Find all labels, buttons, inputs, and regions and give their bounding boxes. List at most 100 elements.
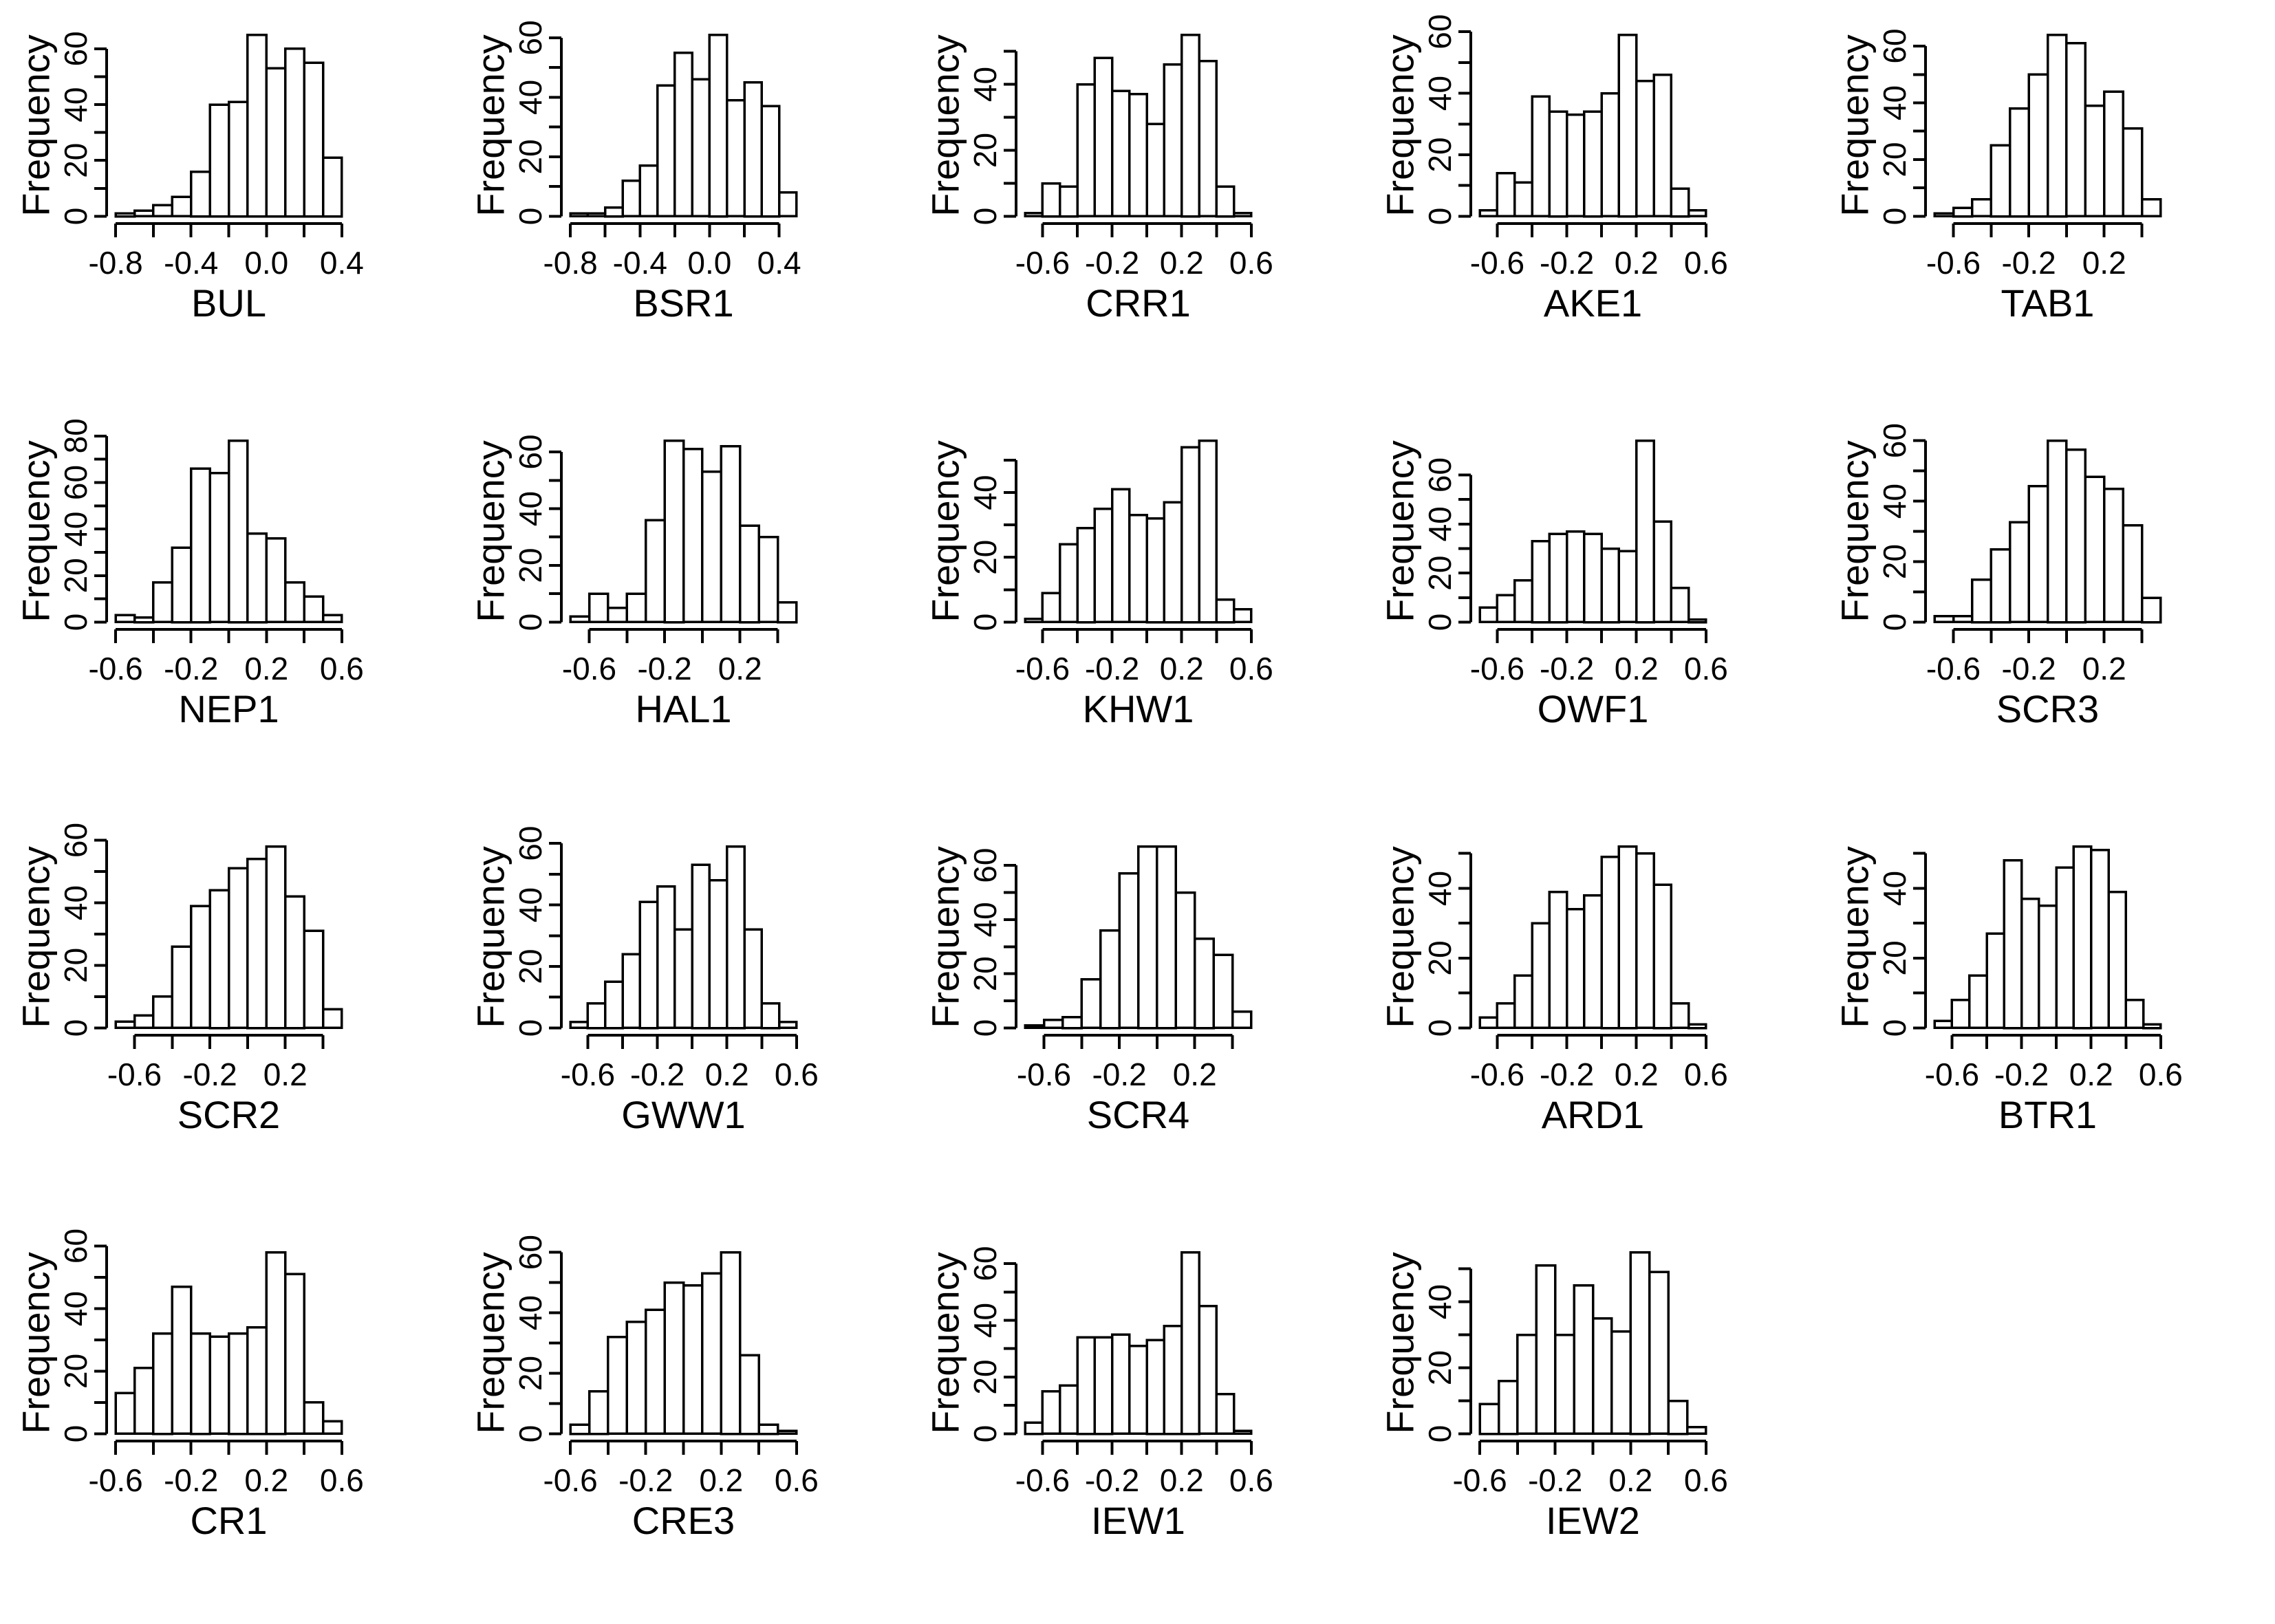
histogram-bar	[1600, 547, 1621, 624]
histogram-bar	[725, 845, 746, 1030]
x-tick-label: -0.2	[164, 651, 218, 686]
y-tick-label: 40	[1422, 1284, 1458, 1319]
y-axis-title: Frequency	[1379, 1252, 1422, 1434]
histogram-bar	[1145, 122, 1166, 218]
x-tick-label: 0.6	[2139, 1057, 2183, 1092]
y-tick-label: 20	[58, 143, 94, 178]
histogram-bar	[1583, 894, 1603, 1030]
histogram-bar	[171, 945, 193, 1030]
histogram-panel-SCR2: 0 20 40 60 -0.6 -0.2 0.2 Frequency SCR2	[0, 812, 455, 1217]
histogram-bar	[1648, 1270, 1670, 1436]
y-tick-label: 80	[58, 418, 94, 453]
x-tick-label: 0.0	[687, 245, 731, 281]
histogram-bar	[1670, 187, 1690, 218]
histogram-bar	[625, 592, 647, 624]
y-tick-label: 40	[513, 80, 548, 115]
x-tick-label: -0.2	[637, 651, 691, 686]
histogram-bar	[673, 51, 693, 218]
histogram-panel-AKE1: 0 20 40 60 -0.6 -0.2 0.2 0.6 Frequency AKE1	[1364, 0, 1819, 406]
histogram-bar	[171, 195, 193, 218]
y-tick-label: 60	[1877, 28, 1912, 63]
histogram-bar	[1513, 579, 1533, 624]
y-axis-title: Frequency	[14, 846, 58, 1028]
histogram-bar	[586, 212, 607, 218]
histogram-panel-SCR3: 0 20 40 60 -0.6 -0.2 0.2 Frequency SCR3	[1819, 406, 2274, 812]
histogram-bar	[1041, 182, 1061, 218]
histogram-bar	[208, 103, 230, 218]
histogram-bar	[1180, 446, 1200, 624]
histogram-bar	[2027, 484, 2049, 624]
x-tick-label: 0.2	[2069, 1057, 2113, 1092]
histogram-BSR1: 0 20 40 60 -0.8 -0.4 0.0 0.4 Frequency BSR1	[469, 20, 801, 325]
y-tick-label: 40	[1877, 85, 1912, 120]
x-tick-label: 0.6	[320, 651, 364, 686]
histogram-bar	[1516, 1333, 1538, 1436]
histogram-bar	[1024, 1024, 1046, 1030]
histogram-bar	[1212, 953, 1234, 1030]
histogram-bar	[708, 879, 729, 1030]
x-tick-label: -0.2	[630, 1057, 684, 1092]
histogram-bar	[757, 1423, 779, 1436]
histogram-bar	[1128, 1344, 1148, 1436]
histogram-bar	[2142, 1023, 2162, 1030]
histogram-bar	[682, 1284, 704, 1436]
histogram-bar	[1180, 1251, 1200, 1436]
histogram-bar	[189, 467, 211, 624]
x-axis-title: SCR4	[1087, 1093, 1189, 1136]
x-tick-label: -0.6	[1470, 1057, 1524, 1092]
histogram-bar	[587, 1390, 610, 1436]
x-axis-title: CRR1	[1086, 281, 1190, 325]
histogram-bar	[2124, 999, 2145, 1030]
histogram-bar	[1024, 617, 1044, 624]
x-tick-label: -0.6	[88, 1462, 142, 1498]
histogram-bar	[321, 614, 343, 624]
y-axis-title: Frequency	[1833, 846, 1877, 1028]
histogram-bar	[1652, 883, 1673, 1030]
x-tick-label: -0.8	[88, 245, 142, 281]
histogram-bar	[265, 67, 287, 218]
x-tick-label: -0.4	[613, 245, 667, 281]
histogram-SCR2: 0 20 40 60 -0.6 -0.2 0.2 Frequency SCR2	[14, 823, 343, 1136]
histogram-bar	[2038, 905, 2058, 1030]
histogram-bar	[1198, 439, 1218, 624]
x-tick-label: 0.2	[1160, 1462, 1204, 1498]
histogram-bar	[1215, 185, 1236, 218]
y-tick-label: 0	[58, 208, 94, 226]
histogram-bar	[133, 616, 155, 624]
histogram-bar	[1076, 527, 1097, 624]
x-tick-label: 0.2	[1160, 245, 1204, 281]
y-tick-label: 0	[58, 1019, 94, 1037]
histogram-bar	[1058, 543, 1079, 624]
x-tick-label: -0.6	[88, 651, 142, 686]
histogram-bar	[586, 1002, 607, 1030]
histogram-panel-HAL1: 0 20 40 60 -0.6 -0.2 0.2 Frequency HAL1	[455, 406, 909, 812]
y-tick-label: 0	[513, 614, 548, 631]
histogram-panel-TAB1: 0 20 40 60 -0.6 -0.2 0.2 Frequency TAB1	[1819, 0, 2274, 406]
histogram-bar	[776, 1429, 798, 1436]
histogram-bar	[1478, 606, 1499, 624]
histogram-bar	[152, 1332, 174, 1436]
histogram-bar	[1635, 79, 1655, 218]
histogram-IEW2: 0 20 40 -0.6 -0.2 0.2 0.6 Frequency IEW2	[1379, 1251, 1728, 1542]
histogram-bar	[1617, 33, 1638, 218]
y-tick-label: 60	[1422, 14, 1458, 50]
y-axis-title: Frequency	[469, 846, 513, 1028]
y-tick-label: 60	[513, 434, 548, 469]
x-tick-label: 0.2	[1608, 1462, 1652, 1498]
histogram-GWW1: 0 20 40 60 -0.6 -0.2 0.2 0.6 Frequency GWW1	[469, 826, 819, 1136]
y-tick-label: 40	[967, 902, 1003, 937]
histogram-bar	[1110, 1333, 1131, 1436]
histogram-bar	[1496, 1002, 1516, 1030]
histogram-bar	[1076, 83, 1097, 218]
histogram-bar	[1667, 1399, 1689, 1436]
histogram-bar	[1231, 1010, 1253, 1030]
histogram-NEP1: 0 20 40 60 80 -0.6 -0.2 0.2 0.6 Frequency NEP1	[14, 418, 364, 730]
histogram-bar	[1573, 1284, 1595, 1436]
histogram-panel-BSR1: 0 20 40 60 -0.8 -0.4 0.0 0.4 Frequency BSR1	[455, 0, 909, 406]
histogram-bar	[738, 524, 760, 624]
x-tick-label: 0.2	[1615, 651, 1659, 686]
histogram-bar	[1497, 1379, 1519, 1436]
x-tick-label: -0.2	[164, 1462, 218, 1498]
histogram-bar	[265, 1251, 287, 1436]
